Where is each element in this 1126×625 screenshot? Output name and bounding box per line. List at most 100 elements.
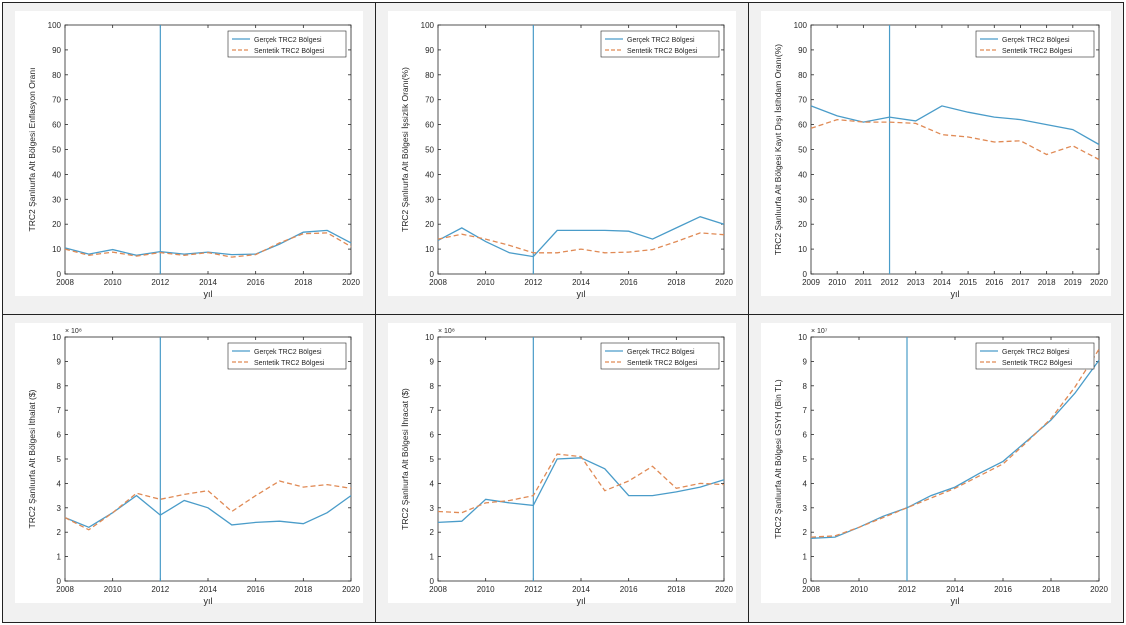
y-tick-label: 3 <box>803 504 808 513</box>
y-tick-label: 40 <box>52 170 61 179</box>
y-axis-label: TRC2 Şanlıurfa Alt Bölgesi İhracat ($) <box>400 388 410 530</box>
y-tick-label: 4 <box>430 479 435 488</box>
x-tick-label: 2014 <box>199 278 217 287</box>
series-line-real <box>437 457 725 524</box>
x-tick-label: 2012 <box>151 278 169 287</box>
x-tick-label: 2008 <box>429 585 447 594</box>
y-tick-label: 10 <box>798 333 807 342</box>
y-tick-label: 30 <box>798 195 807 204</box>
legend-box <box>227 342 347 370</box>
x-tick-label: 2016 <box>247 278 265 287</box>
x-tick-label: 2014 <box>933 278 951 287</box>
y-tick-label: 2 <box>803 528 808 537</box>
legend: Gerçek TRC2 Bölgesi Sentetik TRC2 Bölgesi <box>600 342 720 370</box>
chart-panel-exports: 0 1 2 3 4 5 6 7 8 9 10 2008 2010 2012 2014 2016 2018 2020… <box>376 315 749 622</box>
y-tick-label: 0 <box>430 270 435 279</box>
y-tick-label: 7 <box>430 406 435 415</box>
x-tick-label: 2016 <box>620 585 638 594</box>
legend-label: Sentetik TRC2 Bölgesi <box>627 360 698 367</box>
x-axis-label: yıl <box>577 289 586 299</box>
series-line-synthetic <box>810 348 1100 538</box>
legend-label: Sentetik TRC2 Bölgesi <box>254 360 325 367</box>
x-tick-label: 2016 <box>985 278 1003 287</box>
y-tick-label: 90 <box>798 46 807 55</box>
legend: Gerçek TRC2 Bölgesi Sentetik TRC2 Bölgesi <box>227 30 347 58</box>
y-tick-label: 8 <box>430 382 435 391</box>
series-line-synthetic <box>437 453 725 514</box>
figure-background <box>761 323 1111 603</box>
y-tick-label: 100 <box>48 21 62 30</box>
y-tick-label: 20 <box>425 220 434 229</box>
legend-label: Sentetik TRC2 Bölgesi <box>627 48 698 55</box>
series-line-real <box>437 216 725 258</box>
legend-label: Sentetik TRC2 Bölgesi <box>254 48 325 55</box>
y-tick-label: 20 <box>52 220 61 229</box>
y-tick-label: 10 <box>425 333 434 342</box>
x-tick-label: 2018 <box>1038 278 1056 287</box>
y-tick-label: 6 <box>803 431 808 440</box>
y-tick-label: 70 <box>52 96 61 105</box>
x-tick-label: 2018 <box>667 585 685 594</box>
legend: Gerçek TRC2 Bölgesi Sentetik TRC2 Bölgesi <box>975 342 1095 370</box>
legend-box <box>227 30 347 58</box>
figure-background <box>388 323 736 603</box>
x-tick-label: 2018 <box>294 278 312 287</box>
x-tick-label: 2008 <box>429 278 447 287</box>
y-tick-label: 80 <box>798 71 807 80</box>
x-tick-label: 2013 <box>907 278 925 287</box>
x-tick-label: 2008 <box>56 585 74 594</box>
x-tick-label: 2010 <box>850 585 868 594</box>
x-tick-label: 2018 <box>294 585 312 594</box>
y-tick-label: 6 <box>430 431 435 440</box>
x-tick-label: 2010 <box>477 585 495 594</box>
y-tick-label: 40 <box>798 170 807 179</box>
y-tick-label: 90 <box>425 46 434 55</box>
y-tick-label: 60 <box>52 121 61 130</box>
x-tick-label: 2012 <box>151 585 169 594</box>
figure-background <box>15 323 363 603</box>
series-line-synthetic <box>437 232 725 254</box>
x-tick-label: 2012 <box>524 278 542 287</box>
chart-panel-gdp: 0 1 2 3 4 5 6 7 8 9 10 2008 2010 2012 2014 2016 2018 2020… <box>749 315 1123 622</box>
chart-panel-inflation: 0 10 20 30 40 50 60 70 80 90 100 2008 2010 2012 2014 20… <box>3 3 376 315</box>
series-line-synthetic <box>810 118 1100 161</box>
y-tick-label: 10 <box>798 245 807 254</box>
y-tick-label: 1 <box>57 553 62 562</box>
x-tick-label: 2020 <box>342 585 360 594</box>
y-tick-label: 0 <box>803 270 808 279</box>
x-tick-label: 2010 <box>477 278 495 287</box>
figure-background <box>761 11 1111 296</box>
chart-svg: 0 10 20 30 40 50 60 70 80 90 100 2009 2010 2011 2012 20… <box>761 11 1111 299</box>
y-tick-label: 5 <box>57 455 62 464</box>
legend-label: Sentetik TRC2 Bölgesi <box>1002 360 1073 367</box>
y-tick-label: 70 <box>798 96 807 105</box>
y-tick-label: 5 <box>430 455 435 464</box>
x-tick-label: 2011 <box>855 278 873 287</box>
y-tick-label: 50 <box>425 146 434 155</box>
x-tick-label: 2009 <box>802 278 820 287</box>
y-tick-label: 50 <box>52 146 61 155</box>
y-tick-label: 60 <box>425 121 434 130</box>
legend-label: Gerçek TRC2 Bölgesi <box>254 349 322 356</box>
x-tick-label: 2010 <box>104 278 122 287</box>
x-tick-label: 2016 <box>994 585 1012 594</box>
legend-label: Gerçek TRC2 Bölgesi <box>254 37 322 44</box>
y-tick-label: 100 <box>794 21 808 30</box>
y-tick-label: 1 <box>430 553 435 562</box>
x-tick-label: 2020 <box>1090 278 1108 287</box>
legend-box <box>600 342 720 370</box>
chart-panel-imports: 0 1 2 3 4 5 6 7 8 9 10 2008 2010 2012 2014 2016 2018 2020… <box>3 315 376 622</box>
x-tick-label: 2010 <box>828 278 846 287</box>
legend-label: Gerçek TRC2 Bölgesi <box>1002 349 1070 356</box>
y-tick-label: 6 <box>57 431 62 440</box>
x-tick-label: 2020 <box>715 585 733 594</box>
y-tick-label: 1 <box>803 553 808 562</box>
y-tick-label: 10 <box>425 245 434 254</box>
figure-background <box>388 11 736 296</box>
x-axis-label: yıl <box>951 289 960 299</box>
y-tick-label: 90 <box>52 46 61 55</box>
x-axis-label: yıl <box>577 596 586 606</box>
y-tick-label: 7 <box>57 406 62 415</box>
y-tick-label: 10 <box>52 245 61 254</box>
